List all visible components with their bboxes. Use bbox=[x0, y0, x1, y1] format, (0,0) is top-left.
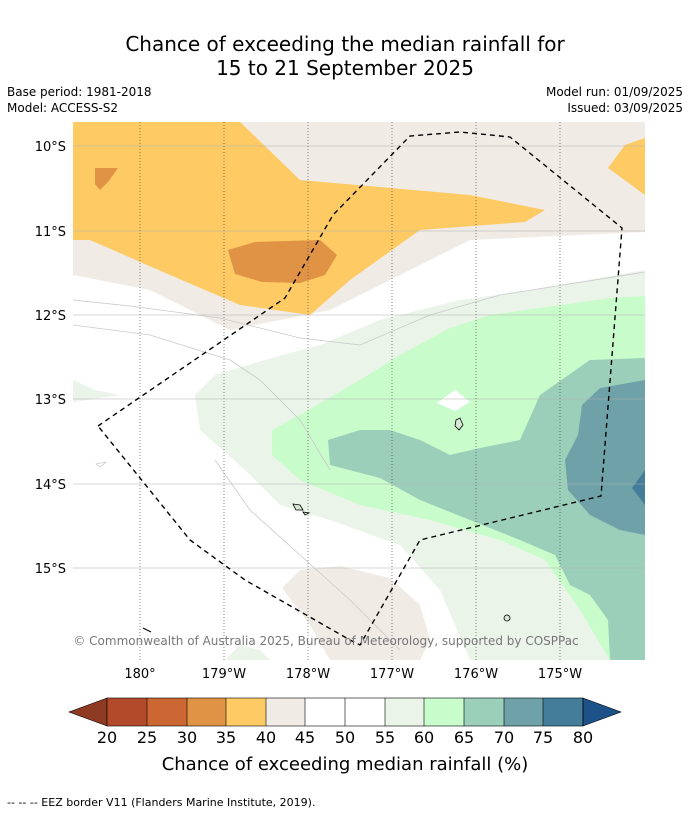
lat-label: 14°S bbox=[35, 478, 66, 493]
region-30-35 bbox=[228, 240, 337, 283]
lat-label: 11°S bbox=[35, 225, 66, 240]
colorbar-swatch-20 bbox=[107, 698, 147, 726]
colorbar-swatch-40 bbox=[266, 698, 305, 726]
colorbar-swatch-25 bbox=[147, 698, 187, 726]
islands bbox=[292, 417, 511, 622]
region-35-40-east bbox=[608, 138, 645, 195]
region-45-50-patch bbox=[437, 390, 470, 411]
lat-label: 12°S bbox=[35, 309, 66, 324]
lon-label: 178°W bbox=[286, 667, 330, 682]
colorbar-tick: 55 bbox=[375, 728, 395, 747]
region-70-75 bbox=[565, 380, 645, 535]
contour-line bbox=[73, 324, 331, 471]
region-55-60-west bbox=[73, 380, 120, 402]
base-period-label: Base period: 1981-2018 bbox=[7, 85, 152, 99]
colorbar-tick: 75 bbox=[533, 728, 553, 747]
colorbar-ticks: 20 25 30 35 40 45 50 55 60 65 70 75 80 bbox=[97, 728, 593, 747]
colorbar-swatch-50 bbox=[345, 698, 385, 726]
lon-label: 179°W bbox=[202, 667, 246, 682]
colorbar-tick: 80 bbox=[573, 728, 593, 747]
colorbar-swatch-65 bbox=[464, 698, 504, 726]
lat-label: 10°S bbox=[35, 140, 66, 155]
lon-label: 176°W bbox=[454, 667, 498, 682]
issued-label: Issued: 03/09/2025 bbox=[567, 101, 683, 115]
contour-line bbox=[214, 459, 401, 651]
lat-label: 15°S bbox=[35, 562, 66, 577]
longitude-labels: 180° 179°W 178°W 177°W 176°W 175°W bbox=[124, 667, 582, 682]
island bbox=[454, 417, 464, 431]
colorbar-tick: 20 bbox=[97, 728, 117, 747]
colorbar-tick: 25 bbox=[137, 728, 157, 747]
title-line-2: 15 to 21 September 2025 bbox=[216, 56, 474, 80]
title-line-1: Chance of exceeding the median rainfall … bbox=[125, 32, 565, 56]
eez-border bbox=[96, 131, 623, 646]
colorbar-label: Chance of exceeding median rainfall (%) bbox=[162, 754, 529, 775]
colorbar-swatch-35 bbox=[226, 698, 266, 726]
map-plot-area: © Commonwealth of Australia 2025, Bureau… bbox=[73, 122, 645, 660]
colorbar-tick: 65 bbox=[454, 728, 474, 747]
lon-label: 180° bbox=[124, 667, 155, 682]
colorbar-tick: 35 bbox=[216, 728, 236, 747]
latitude-labels: 10°S 11°S 12°S 13°S 14°S 15°S bbox=[35, 140, 66, 577]
region-40-45-south bbox=[282, 566, 430, 660]
lon-label: 177°W bbox=[370, 667, 414, 682]
model-run-label: Model run: 01/09/2025 bbox=[545, 85, 683, 99]
island bbox=[292, 503, 304, 511]
colorbar-extend-low bbox=[68, 697, 108, 727]
rainfall-map: © Commonwealth of Australia 2025, Bureau… bbox=[35, 122, 645, 775]
colorbar-tick: 45 bbox=[295, 728, 315, 747]
colorbar-swatch-30 bbox=[187, 698, 226, 726]
region-55-60-sw bbox=[225, 645, 270, 660]
lat-label: 13°S bbox=[35, 393, 66, 408]
region-30-35-small bbox=[95, 168, 118, 190]
colorbar: 20 25 30 35 40 45 50 55 60 65 70 75 80 C… bbox=[68, 697, 622, 775]
island-small bbox=[95, 461, 107, 468]
island bbox=[503, 614, 511, 622]
region-65-70 bbox=[328, 358, 645, 660]
region-75-80 bbox=[632, 470, 645, 505]
gridlines bbox=[73, 122, 645, 660]
colorbar-tick: 70 bbox=[494, 728, 514, 747]
colorbar-tick: 50 bbox=[335, 728, 355, 747]
eez-footnote: -- -- -- EEZ border V11 (Flanders Marine… bbox=[7, 796, 316, 809]
colorbar-dividers bbox=[106, 697, 584, 727]
colorbar-swatch-60 bbox=[424, 698, 464, 726]
contour-lines bbox=[73, 271, 645, 651]
lon-label: 175°W bbox=[538, 667, 582, 682]
colorbar-tick: 60 bbox=[414, 728, 434, 747]
colorbar-swatch-45 bbox=[305, 698, 345, 726]
contour-line bbox=[73, 271, 645, 346]
colorbar-swatch-70 bbox=[504, 698, 543, 726]
island-reef bbox=[142, 627, 152, 633]
colorbar-tick: 40 bbox=[256, 728, 276, 747]
region-35-40 bbox=[73, 122, 545, 315]
colorbar-tick: 30 bbox=[177, 728, 197, 747]
colorbar-extend-high bbox=[582, 697, 622, 727]
copyright-text: © Commonwealth of Australia 2025, Bureau… bbox=[73, 634, 578, 648]
island bbox=[302, 511, 311, 516]
model-label: Model: ACCESS-S2 bbox=[7, 101, 119, 115]
colorbar-swatch-75 bbox=[543, 698, 583, 726]
colorbar-swatch-55 bbox=[385, 698, 424, 726]
